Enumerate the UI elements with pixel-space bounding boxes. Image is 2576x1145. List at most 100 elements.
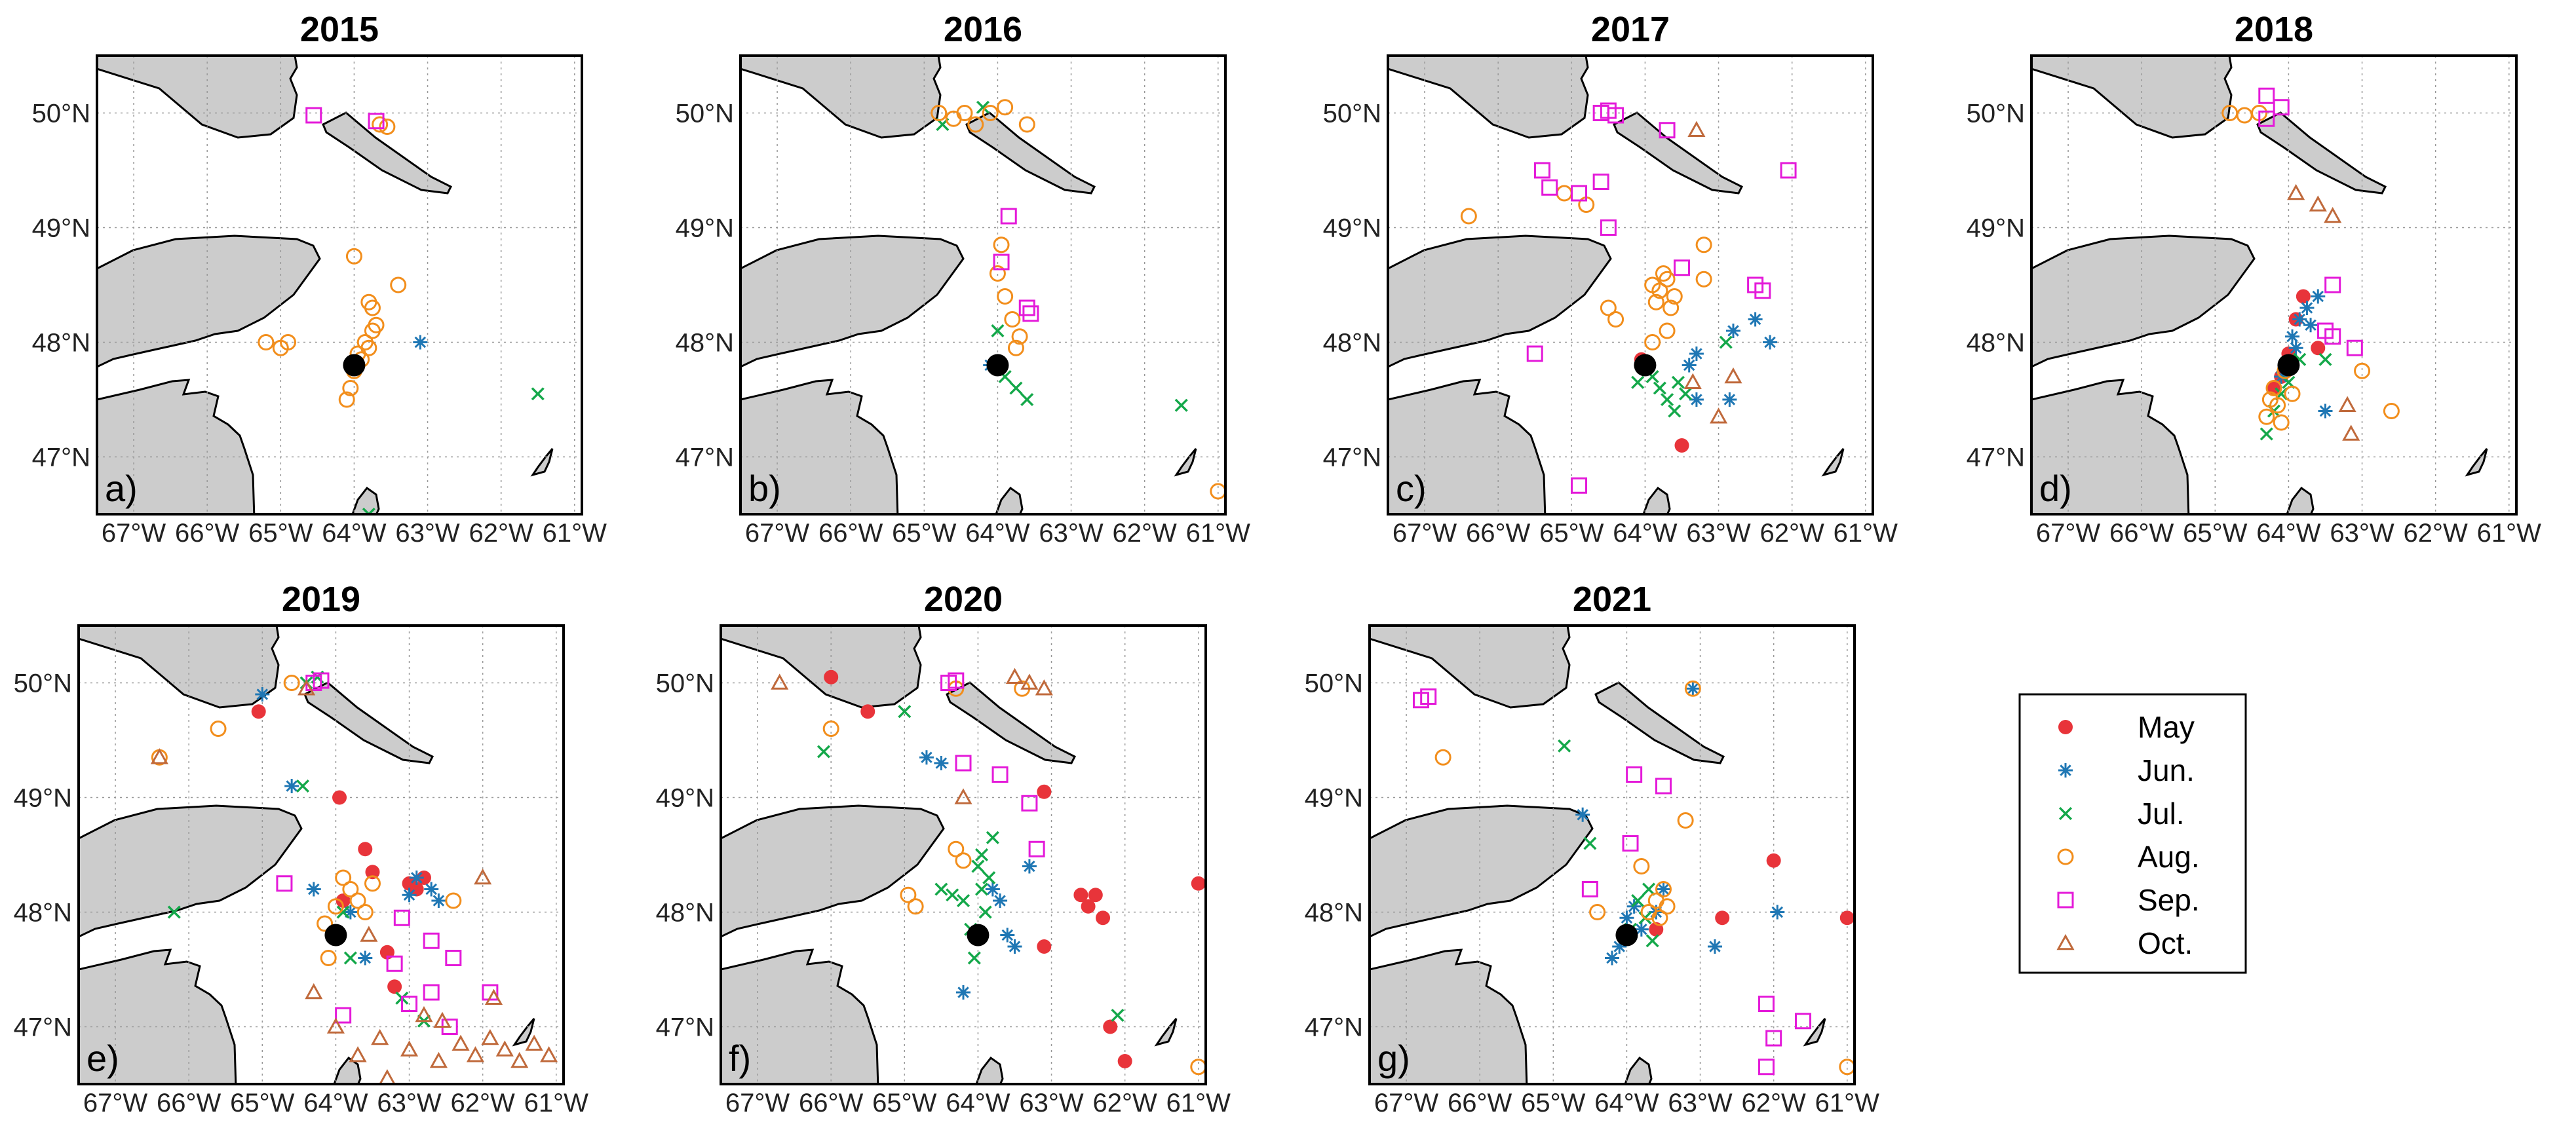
x-tick-label: 64°W	[2256, 519, 2320, 548]
point-jun	[1634, 922, 1649, 937]
point-oct	[360, 926, 378, 942]
map-frame	[1387, 54, 1874, 516]
point-aug	[2258, 408, 2275, 425]
point-aug	[1018, 116, 1035, 133]
point-jul	[2318, 352, 2332, 366]
point-aug	[1004, 311, 1021, 328]
point-may	[2311, 341, 2326, 356]
point-aug	[345, 248, 362, 265]
x-tick-label: 64°W	[303, 1089, 368, 1117]
point-jul	[934, 882, 948, 896]
panel-title: 2015	[300, 10, 379, 49]
point-aug	[1663, 299, 1680, 316]
point-aug	[368, 316, 385, 333]
y-tick-label: 50°N	[1323, 100, 1381, 128]
point-aug	[993, 236, 1010, 253]
point-jul	[1631, 893, 1645, 908]
point-jun	[306, 882, 321, 897]
point-aug	[2383, 403, 2400, 419]
point-aug	[982, 105, 999, 121]
x-tick-label: 65°W	[1539, 519, 1604, 548]
point-jun	[1575, 807, 1590, 822]
y-tick-label: 48°N	[32, 329, 90, 358]
point-sep	[1758, 1059, 1775, 1076]
x-tick-label: 66°W	[175, 519, 239, 548]
point-sep	[993, 253, 1010, 271]
point-may	[336, 893, 351, 908]
x-tick-label: 63°W	[1019, 1089, 1083, 1117]
point-oct	[452, 1034, 470, 1051]
x-tick-label: 61°W	[543, 519, 607, 548]
point-sep	[1021, 795, 1038, 812]
point-aug	[997, 288, 1014, 305]
point-may	[1766, 853, 1781, 868]
point-jul	[1642, 882, 1656, 896]
x-tick-label: 66°W	[1448, 1089, 1512, 1117]
point-aug	[997, 99, 1014, 116]
y-tick-label: 47°N	[1305, 1013, 1363, 1042]
point-jun	[1770, 905, 1785, 920]
point-sep	[2273, 99, 2290, 116]
point-aug	[1011, 328, 1028, 345]
x-tick-label: 62°W	[1742, 1089, 1806, 1117]
point-jun	[934, 756, 949, 770]
x-tick-label: 66°W	[818, 519, 883, 548]
y-tick-label: 48°N	[656, 899, 714, 928]
point-sep	[368, 113, 385, 130]
point-jul	[296, 779, 310, 793]
point-sep	[1659, 122, 1676, 139]
x-tick-label: 66°W	[2109, 519, 2174, 548]
point-aug	[1666, 288, 1683, 305]
x-tick-label: 67°W	[2036, 519, 2100, 548]
point-jul	[1583, 836, 1597, 850]
point-jul	[1671, 375, 1685, 389]
point-jun	[424, 882, 439, 897]
point-aug	[1651, 909, 1668, 926]
point-jun	[1000, 928, 1015, 943]
point-aug	[1460, 208, 1477, 225]
panel-label: g)	[1377, 1038, 1410, 1079]
point-jun	[1725, 324, 1740, 338]
y-tick-label: 48°N	[14, 899, 72, 928]
point-jun	[1748, 312, 1763, 327]
x-tick-label: 62°W	[1113, 519, 1177, 548]
x-tick-label: 67°W	[1393, 519, 1457, 548]
map-frame	[77, 624, 565, 1085]
point-sep	[1747, 276, 1764, 293]
point-jul	[898, 705, 912, 719]
point-jul	[976, 100, 990, 114]
panel-title: 2021	[1573, 580, 1651, 619]
y-tick-label: 50°N	[656, 669, 714, 698]
y-tick-label: 49°N	[1323, 214, 1381, 243]
panel-2018: 2018 d) 67°W 66°W 65°W 64°W 63°W 62°W 61°W 50°N 49…	[1967, 10, 2542, 548]
point-oct	[466, 1046, 485, 1062]
point-jul	[1020, 392, 1034, 407]
point-aug	[210, 721, 227, 737]
point-aug	[1600, 299, 1617, 316]
point-jul	[1009, 381, 1023, 395]
point-sep	[948, 672, 965, 689]
point-may	[1073, 888, 1088, 903]
point-oct	[379, 1069, 396, 1084]
point-aug	[2284, 385, 2301, 402]
y-tick-label: 49°N	[676, 214, 734, 243]
legend-marker-sep	[2057, 892, 2074, 909]
point-may	[358, 842, 373, 857]
point-jun	[1612, 939, 1627, 954]
point-sep	[1673, 259, 1690, 276]
map-frame	[96, 54, 583, 516]
map-area	[97, 56, 582, 514]
legend-label: Oct.	[2138, 926, 2193, 960]
point-may	[1674, 438, 1689, 453]
point-aug	[1434, 749, 1451, 766]
panel-title: 2017	[1591, 10, 1670, 49]
point-oct	[1020, 673, 1039, 690]
point-aug	[989, 265, 1006, 282]
point-may	[251, 704, 266, 719]
point-aug	[372, 116, 389, 133]
x-tick-label: 67°W	[745, 519, 809, 548]
point-jul	[956, 893, 971, 908]
point-jun	[1656, 882, 1671, 897]
x-tick-label: 61°W	[524, 1089, 588, 1117]
x-tick-label: 65°W	[248, 519, 313, 548]
